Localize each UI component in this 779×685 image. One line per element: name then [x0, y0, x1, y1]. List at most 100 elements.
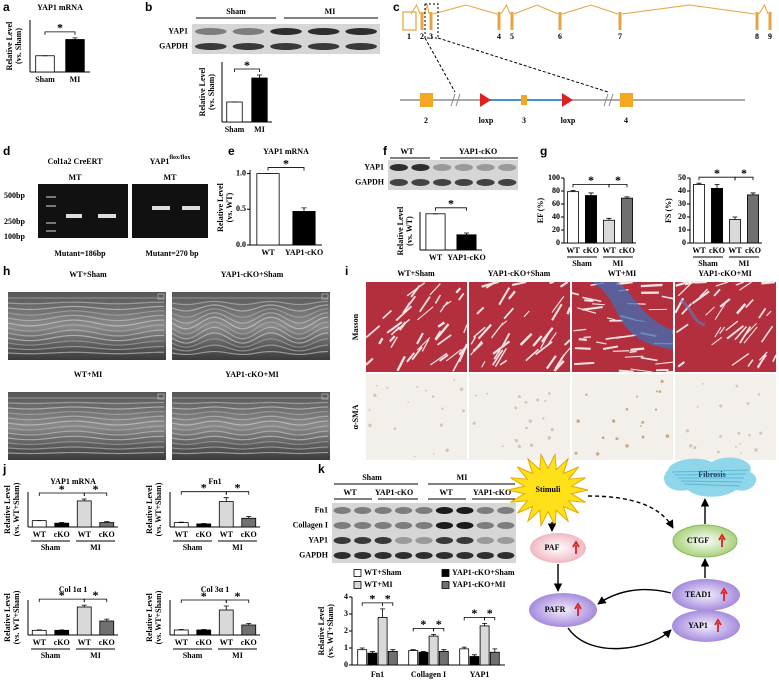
y-tick-label: 2 — [344, 626, 348, 635]
blot-band — [476, 164, 495, 171]
error-bar — [178, 629, 184, 630]
echo-trace — [7, 446, 165, 450]
stain-dot — [655, 390, 659, 393]
echo-scale — [321, 393, 329, 400]
echo-trace — [7, 406, 165, 410]
stain-dot — [517, 395, 521, 399]
gel-title: Col1a2 CreERT — [48, 157, 104, 166]
tissue-gap — [564, 339, 571, 346]
echo-trace — [7, 430, 165, 436]
x-tick-label: WT — [261, 248, 275, 257]
blot-band — [333, 522, 351, 529]
tissue-gap — [493, 349, 501, 360]
rule — [424, 37, 456, 93]
x-tick-label: cKO — [196, 638, 212, 647]
tissue-gap — [624, 355, 644, 358]
node-shape — [530, 533, 586, 563]
x-tick-label: Fn1 — [371, 670, 384, 679]
stain-dot — [431, 395, 435, 398]
bar — [387, 651, 398, 666]
stain-dot — [615, 437, 619, 441]
blot-group: YAP1-cKO — [459, 147, 497, 156]
echo-trace — [171, 308, 329, 318]
ladder-label: 500bp — [4, 191, 25, 200]
blot-band — [433, 179, 452, 186]
stain-dot — [574, 451, 578, 455]
up-arrow — [714, 618, 722, 632]
tissue-gap — [437, 321, 446, 328]
y-axis-label: (vs. WT+Sham) — [154, 590, 163, 644]
bar — [459, 648, 470, 666]
x-tick-label: WT — [602, 246, 616, 255]
tissue-gap — [681, 302, 693, 315]
echo-trace — [7, 451, 165, 455]
significance-bracket — [382, 602, 394, 606]
tissue-gap — [434, 294, 442, 304]
stain-dot — [547, 436, 552, 440]
x-tick-label: WT — [692, 246, 706, 255]
image-label: WT+MI — [608, 269, 637, 278]
tissue-gap — [661, 295, 674, 300]
stain-dot — [486, 392, 489, 395]
blot-group: Sham — [226, 7, 246, 16]
intron — [513, 4, 559, 15]
significance-label: * — [436, 617, 442, 631]
tissue-gap — [713, 288, 721, 297]
blot-band — [307, 43, 340, 50]
blot-band — [456, 537, 474, 544]
blot-row-label: GAPDH — [355, 177, 385, 186]
bar — [226, 101, 243, 123]
histology-image — [366, 282, 467, 372]
significance-bracket — [734, 176, 754, 181]
tissue-gap — [757, 361, 762, 369]
tissue-gap — [402, 295, 417, 314]
blot-band — [497, 522, 515, 529]
tissue-gap — [429, 283, 441, 296]
tissue-gap — [719, 298, 731, 308]
blot-band — [435, 522, 454, 529]
stain-dot — [716, 450, 720, 454]
echo-trace — [171, 401, 329, 405]
error-bar — [59, 522, 65, 524]
significance-label: * — [283, 156, 289, 170]
blot-band — [454, 179, 473, 186]
gel-title-sup: flox/flox — [169, 155, 190, 161]
intron — [561, 4, 619, 15]
y-tick-label: 30 — [678, 199, 686, 208]
x-tick-label: Sham — [225, 125, 245, 134]
stain-dot — [636, 395, 639, 398]
x-tick-label: YAP1-cKO — [447, 253, 485, 262]
y-tick-label: 20 — [552, 225, 560, 234]
ladder-label: 250bp — [4, 217, 25, 226]
echo-trace — [171, 326, 329, 340]
exon-label: 6 — [558, 32, 562, 41]
tissue-gap — [434, 323, 450, 341]
error-bar — [461, 646, 467, 649]
blot-band — [394, 522, 413, 529]
chart-title: Fn1 — [208, 477, 221, 486]
tissue-gap — [439, 301, 449, 313]
significance-label: * — [588, 173, 594, 187]
fibrosis-shape — [664, 457, 757, 497]
group-label: MI — [613, 259, 624, 268]
echo-trace — [7, 410, 165, 416]
blot-band — [497, 507, 515, 514]
gel-result: Mutant=270 bp — [145, 249, 199, 258]
bar — [292, 211, 316, 246]
echo-trace — [171, 344, 329, 352]
tissue-gap — [726, 325, 744, 340]
bar — [99, 522, 115, 528]
blot-band — [411, 179, 430, 186]
significance-bracket — [435, 207, 467, 211]
panel-label: k — [318, 462, 325, 476]
echo-trace — [7, 425, 165, 431]
panel-label: j — [2, 462, 6, 476]
echo-trace — [7, 310, 165, 316]
gel-band — [46, 230, 56, 232]
tissue-gap — [503, 307, 515, 320]
bar — [31, 520, 47, 528]
tissue-gap — [545, 355, 557, 370]
tissue-gap — [734, 325, 748, 341]
stain-dot — [740, 452, 742, 454]
detail-label: loxp — [479, 116, 494, 125]
